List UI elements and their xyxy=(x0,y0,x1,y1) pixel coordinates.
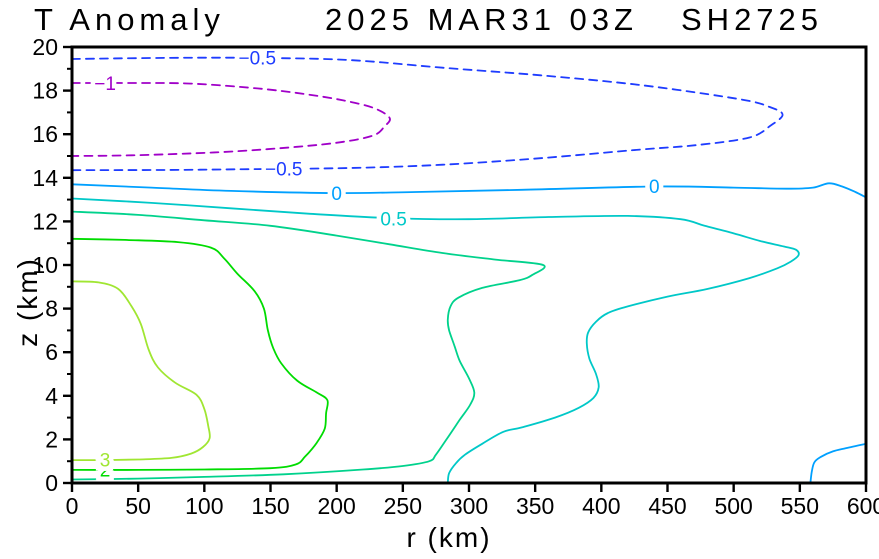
x-tick-label: 350 xyxy=(516,493,554,519)
x-tick-label: 550 xyxy=(781,493,819,519)
plot-frame xyxy=(70,45,868,485)
x-tick-label: 0 xyxy=(66,493,79,519)
contour-label: 0 xyxy=(649,177,660,198)
x-tick-label: 150 xyxy=(251,493,289,519)
x-tick-label: 250 xyxy=(384,493,422,519)
x-tick-label: 400 xyxy=(582,493,620,519)
contour-label: 3 xyxy=(100,451,111,472)
contour-label: 2 xyxy=(100,460,111,481)
y-tick-label: 16 xyxy=(32,121,58,147)
y-tick-label: 2 xyxy=(45,426,58,452)
title-datetime: 2025 MAR31 03Z xyxy=(325,2,638,37)
x-tick-label: 300 xyxy=(450,493,488,519)
x-tick-label: 450 xyxy=(648,493,686,519)
x-tick-label: 200 xyxy=(317,493,355,519)
title-variable: T Anomaly xyxy=(34,2,225,37)
y-tick-label: 20 xyxy=(32,34,58,60)
y-axis-title: z (km) xyxy=(12,257,43,347)
contour-label: −0.5 xyxy=(265,160,303,181)
y-tick-label: 4 xyxy=(45,383,58,409)
y-tick-label: 6 xyxy=(45,339,58,365)
plot-title: T Anomaly 2025 MAR31 03Z SH2725 xyxy=(0,2,879,38)
x-tick-label: 500 xyxy=(714,493,752,519)
contour-line-level-0 xyxy=(809,442,866,483)
y-tick-label: 14 xyxy=(32,165,58,191)
contour-line-level-0 xyxy=(72,182,866,199)
contour-label: −1 xyxy=(94,74,116,95)
contour-line-level--1 xyxy=(72,82,391,157)
x-tick-label: 600 xyxy=(847,493,879,519)
contour-line-level-0.5 xyxy=(72,197,800,483)
y-tick-label: 10 xyxy=(32,252,58,278)
y-tick-label: 18 xyxy=(32,78,58,104)
contour-label: 0.5 xyxy=(380,209,406,230)
y-tick-label: 8 xyxy=(45,296,58,322)
title-storm-id: SH2725 xyxy=(681,2,824,37)
contour-line-level-3 xyxy=(72,280,211,462)
contour-line-level-1 xyxy=(72,210,546,481)
y-tick-label: 0 xyxy=(45,470,58,496)
y-tick-label: 12 xyxy=(32,208,58,234)
contour-line-level--0.5 xyxy=(72,56,784,172)
x-tick-label: 100 xyxy=(185,493,223,519)
x-axis-title: r (km) xyxy=(406,522,492,553)
x-tick-label: 50 xyxy=(125,493,151,519)
contour-line-level-2 xyxy=(72,237,329,471)
contour-label: 0 xyxy=(331,184,342,205)
contour-label: −0.5 xyxy=(239,48,277,69)
